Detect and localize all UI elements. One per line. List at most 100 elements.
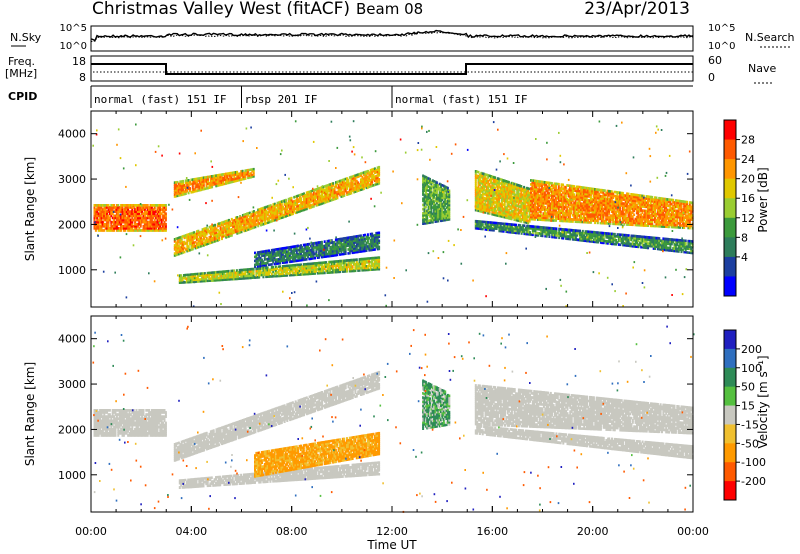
echo-cell [423,185,426,188]
echo-cell [492,202,495,206]
echo-cell [153,212,156,216]
echo-cell [240,172,243,175]
echo-cell [218,230,221,233]
echo-cell [444,200,447,203]
echo-cell [541,186,544,190]
echo-cell [548,218,551,222]
echo-cell [369,168,372,172]
echo-cell [534,206,537,209]
echo-cell [350,247,353,251]
echo-cell [175,187,178,190]
echo-cell [251,220,254,224]
echo-cell [481,196,484,199]
echo-cell [320,245,323,248]
echo-cell [280,251,283,254]
echo-cell [251,173,254,177]
echo-cell [186,179,189,182]
echo-cell [501,186,503,190]
echo-cell [535,185,538,189]
echo-cell [249,176,252,179]
echo-cell [279,210,282,214]
echo-cell [320,240,323,244]
echo-cell [226,176,229,179]
echo-cell [201,180,204,183]
echo-cell [110,204,113,207]
echo-cell [422,220,425,223]
echo-cell [319,261,322,265]
echo-cell [175,241,178,245]
echo-cell [339,191,342,195]
echo-cell [358,246,361,250]
echo-cell [180,274,183,278]
echo-cell [478,197,481,201]
echo-cell [550,184,553,187]
echo-cell [176,188,179,192]
echo-cell [121,227,124,230]
echo-cell [108,216,111,220]
echo-cell [494,201,497,204]
echo-cell [478,175,481,178]
echo-cell [205,230,208,234]
echo-cell [160,220,163,224]
echo-cell [283,261,286,264]
echo-cell [520,217,523,221]
echo-cell [426,193,429,196]
echo-cell [93,218,96,222]
echo-cell [247,174,250,178]
echo-cell [357,173,360,176]
echo-cell [230,269,233,273]
echo-cell [244,217,247,220]
echo-cell [494,178,497,182]
echo-cell [477,183,480,186]
echo-cell [341,186,344,190]
echo-cell [258,275,261,279]
echo-cell [427,219,430,223]
echo-cell [225,219,228,223]
echo-cell [254,276,256,279]
echo-cell [334,247,337,250]
echo-cell [228,225,230,228]
echo-cell [257,224,260,228]
echo-cell [202,184,205,187]
echo-cell [354,176,357,179]
echo-cell [286,246,289,250]
echo-cell [218,232,221,235]
echo-cell [507,215,510,218]
echo-cell [510,213,513,217]
echo-cell [244,171,247,174]
echo-cell [148,224,151,228]
echo-cell [262,264,265,267]
echo-cell [298,267,301,270]
echo-cell [336,247,339,251]
echo-cell [319,263,322,267]
echo-cell [494,186,497,190]
echo-cell [333,262,336,266]
echo-cell [560,193,563,196]
echo-cell [222,181,225,184]
echo-cell [127,218,130,222]
echo-cell [562,203,564,207]
echo-cell [567,209,570,213]
echo-cell [284,259,287,262]
echo-cell [341,252,344,256]
echo-cell [332,241,335,244]
echo-cell [569,188,571,192]
echo-cell [333,187,336,191]
echo-cell [175,181,178,184]
echo-cell [483,206,486,210]
echo-cell [197,179,200,182]
echo-cell [378,168,381,171]
echo-cell [200,240,203,244]
echo-cell [184,236,187,239]
echo-cell [192,278,195,282]
echo-cell [237,227,240,231]
echo-cell [218,181,221,185]
echo-cell [430,184,433,188]
echo-cell [488,193,491,196]
echo-cell [430,194,433,198]
echo-cell [191,190,194,194]
echo-cell [195,278,198,281]
echo-cell [294,207,297,211]
echo-cell [148,229,151,232]
echo-cell [297,255,300,258]
